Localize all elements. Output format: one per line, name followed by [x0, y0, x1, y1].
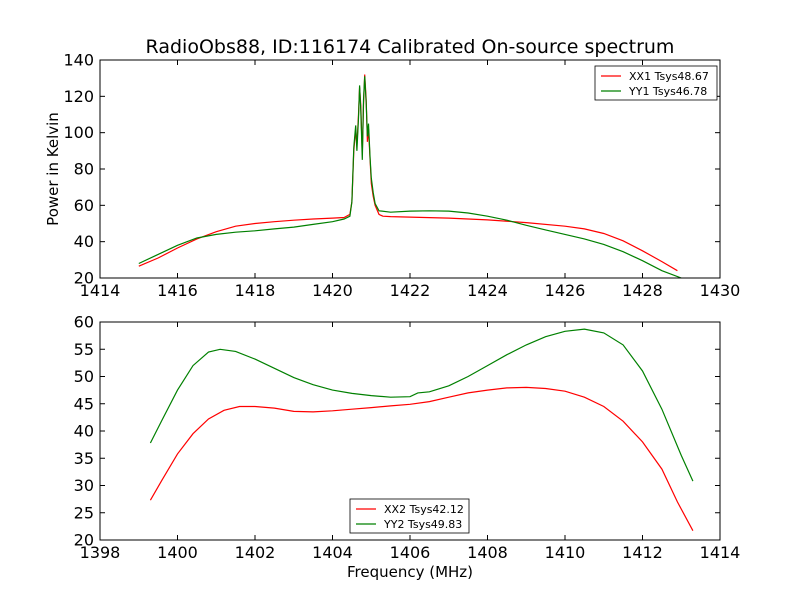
x-tick-label: 1410 — [545, 543, 586, 562]
y-tick-label: 140 — [63, 51, 94, 70]
bottom-plot: 1398 1400 1402 1404 1406 1408 1410 1412 1414 20 25… — [74, 313, 741, 582]
x-tick-label: 1416 — [157, 281, 198, 300]
x-tick-label: 1424 — [467, 281, 508, 300]
x-tick-label: 1428 — [622, 281, 663, 300]
y-tick-label: 20 — [74, 531, 94, 550]
legend-label: XX2 Tsys42.12 — [384, 503, 464, 516]
y-tick-label: 80 — [74, 160, 94, 179]
top-plot: 1414 1416 1418 1420 1422 1424 1426 1428 1430 20 40… — [44, 51, 740, 301]
series-line-1 — [138, 74, 678, 272]
legend-label: YY1 Tsys46.78 — [628, 85, 707, 98]
x-tick-label: 1402 — [235, 543, 276, 562]
y-tick-label: 50 — [74, 367, 94, 386]
y-tick-label: 120 — [63, 87, 94, 106]
legend-label: XX1 Tsys48.67 — [629, 70, 709, 83]
legend-label: YY2 Tsys49.83 — [383, 518, 462, 531]
legend-box — [594, 65, 718, 101]
y-tick-label: 30 — [74, 476, 94, 495]
y-tick-label: 40 — [74, 232, 94, 251]
x-tick-label: 1408 — [467, 543, 508, 562]
x-tick-label: 1414 — [80, 281, 121, 300]
x-tick-label: 1404 — [312, 543, 353, 562]
x-tick-label: 1412 — [622, 543, 663, 562]
x-tick-label: 1426 — [545, 281, 586, 300]
series-line-2 — [149, 328, 694, 482]
x-tick-label: 1414 — [700, 543, 741, 562]
legend: XX2 Tsys42.12 YY2 Tsys49.83 — [349, 498, 470, 534]
y-tick-label: 25 — [74, 503, 94, 522]
y-tick-label: 35 — [74, 449, 94, 468]
legend-box — [349, 498, 470, 534]
legend: XX1 Tsys48.67 YY1 Tsys46.78 — [594, 65, 718, 101]
series-line-1 — [149, 386, 694, 531]
x-tick-label: 1400 — [157, 543, 198, 562]
x-tick-label: 1406 — [390, 543, 431, 562]
series-line-2 — [138, 76, 682, 278]
x-tick-label: 1398 — [80, 543, 121, 562]
y-tick-label: 100 — [63, 123, 94, 142]
x-tick-label: 1422 — [390, 281, 431, 300]
figure-title: RadioObs88, ID:116174 Calibrated On-sour… — [146, 36, 675, 58]
y-tick-label: 40 — [74, 422, 94, 441]
y-tick-label: 45 — [74, 394, 94, 413]
y-tick-label: 60 — [74, 196, 94, 215]
x-axis-label: Frequency (MHz) — [347, 563, 473, 581]
x-tick-label: 1430 — [700, 281, 741, 300]
x-tick-label: 1420 — [312, 281, 353, 300]
y-tick-label: 55 — [74, 340, 94, 359]
x-tick-label: 1418 — [235, 281, 276, 300]
y-axis-label: Power in Kelvin — [44, 112, 62, 226]
y-tick-label: 20 — [74, 269, 94, 288]
y-tick-label: 60 — [74, 313, 94, 332]
